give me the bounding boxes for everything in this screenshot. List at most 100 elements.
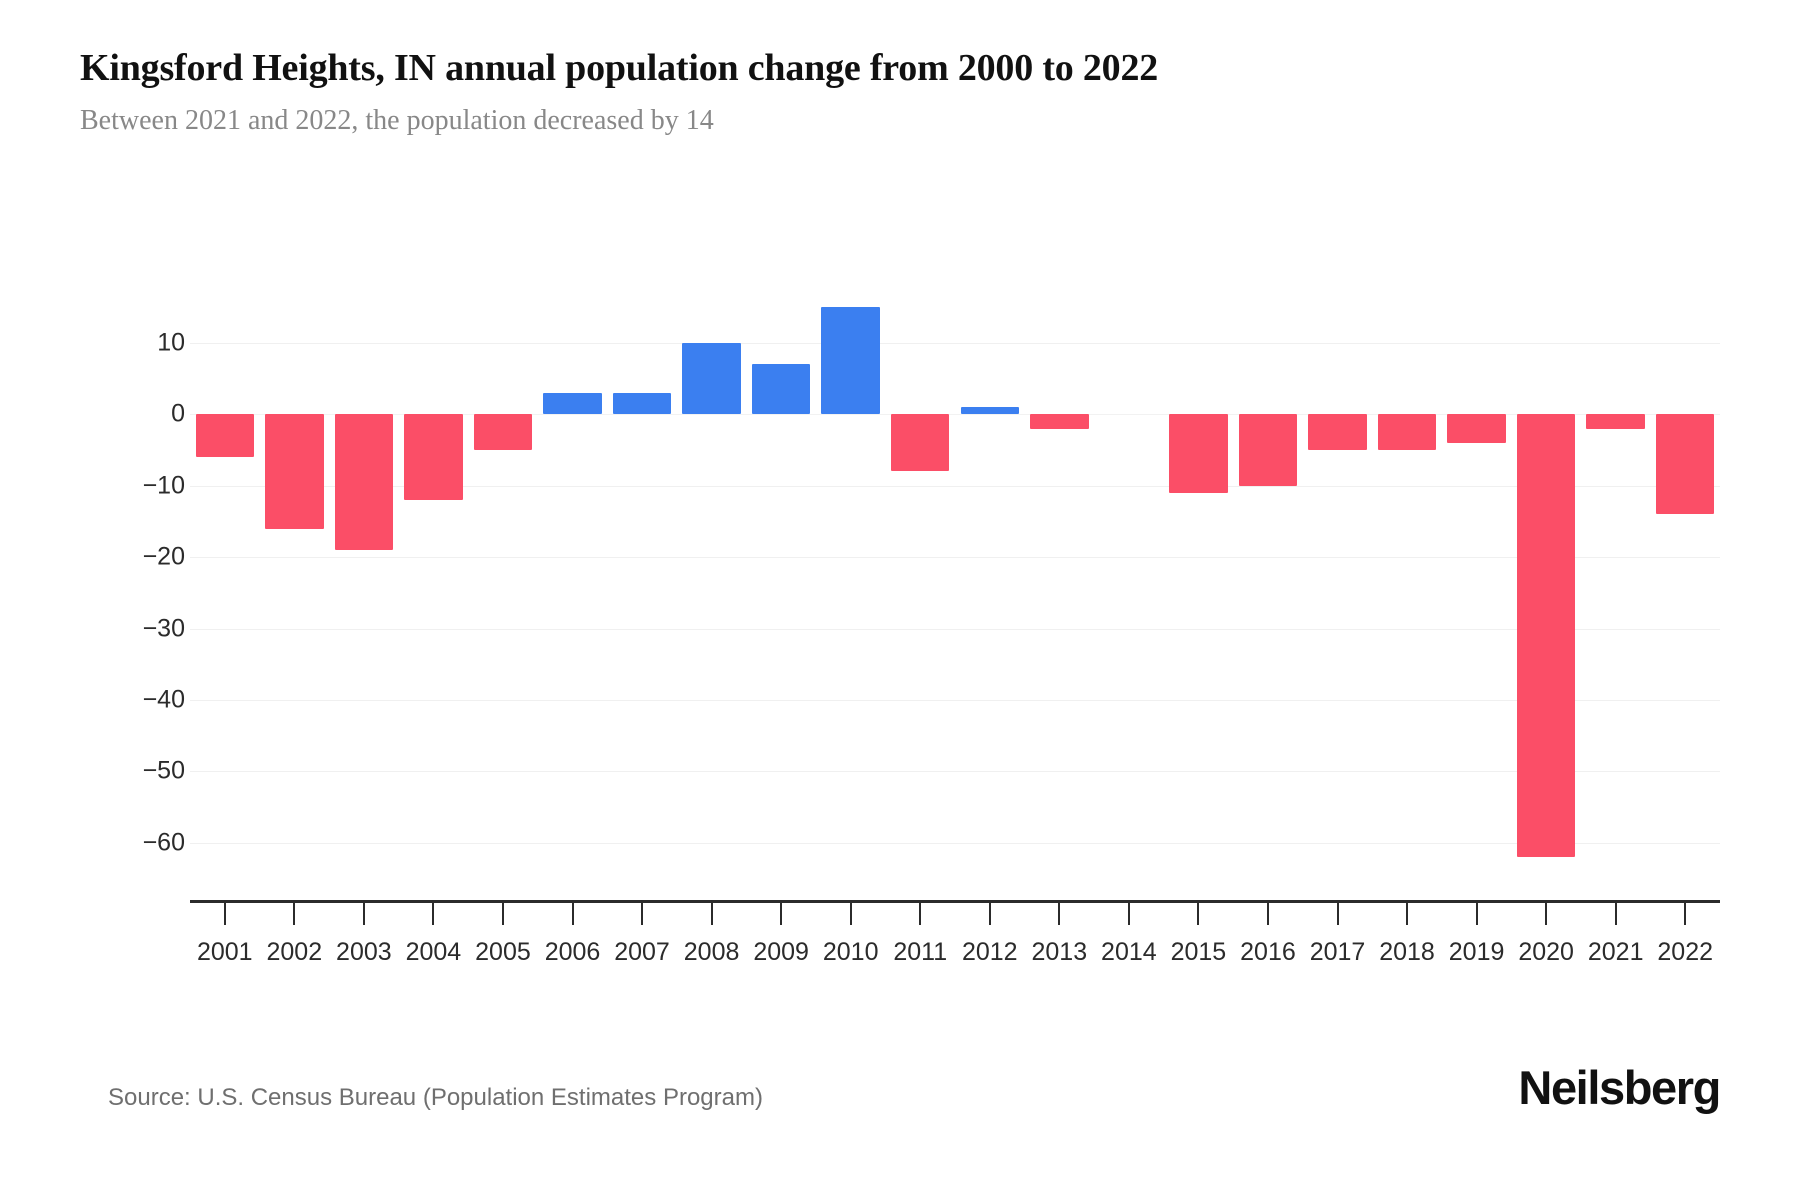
bar[interactable] <box>1656 414 1715 515</box>
page-title: Kingsford Heights, IN annual population … <box>80 47 1159 89</box>
x-axis-tick <box>919 903 922 925</box>
x-axis-tick <box>432 903 435 925</box>
bar-slot[interactable] <box>1581 300 1651 900</box>
bar[interactable] <box>265 414 324 529</box>
x-axis-tick <box>293 903 296 925</box>
x-axis-tick <box>362 903 365 925</box>
y-axis-tick-label: 0 <box>171 399 185 428</box>
x-axis-tick-label: 2015 <box>1170 938 1227 966</box>
bar-slot[interactable] <box>746 300 816 900</box>
bar-slot[interactable] <box>677 300 747 900</box>
bar[interactable] <box>960 407 1019 415</box>
x-axis-tick-label: 2020 <box>1518 938 1574 966</box>
x-axis-tick <box>1545 903 1548 925</box>
x-axis-tick <box>1058 903 1061 925</box>
x-axis-tick <box>1266 903 1269 925</box>
y-axis-tick-label: 10 <box>157 328 185 357</box>
x-axis-tick-label: 2013 <box>1031 938 1088 966</box>
bar[interactable] <box>1169 414 1228 493</box>
x-axis-tick-label: 2007 <box>614 938 670 966</box>
x-axis-tick-label: 2019 <box>1448 938 1505 966</box>
x-axis-tick-label: 2017 <box>1309 938 1366 966</box>
bar[interactable] <box>891 414 950 472</box>
y-axis-tick-label: −50 <box>142 756 185 785</box>
bar[interactable] <box>1516 414 1576 858</box>
bar[interactable] <box>1447 414 1506 443</box>
y-axis-tick-label: −10 <box>142 471 185 500</box>
bar-slot[interactable] <box>468 300 538 900</box>
bar-slot[interactable] <box>1372 300 1442 900</box>
y-axis-tick-label: −20 <box>142 542 185 571</box>
bar[interactable] <box>1308 414 1367 450</box>
y-axis-tick-label: −30 <box>142 614 185 643</box>
bar-slot[interactable] <box>190 300 260 900</box>
x-axis-tick <box>1406 903 1409 925</box>
bar[interactable] <box>334 414 394 550</box>
x-axis-tick <box>1475 903 1478 925</box>
bar[interactable] <box>682 342 741 415</box>
bar[interactable] <box>1377 414 1437 450</box>
bar[interactable] <box>821 307 880 415</box>
x-axis-tick-label: 2004 <box>405 938 462 966</box>
bar-slot[interactable] <box>885 300 955 900</box>
x-axis-line <box>190 900 1720 903</box>
x-axis-tick <box>1336 903 1339 925</box>
bar[interactable] <box>195 414 254 458</box>
chart-header: Kingsford Heights, IN annual population … <box>80 46 1720 138</box>
bar[interactable] <box>751 364 811 415</box>
x-axis-tick-label: 2001 <box>196 938 253 966</box>
x-axis-tick <box>1684 903 1687 925</box>
x-axis-tick-label: 2021 <box>1587 938 1644 966</box>
x-axis-tick-label: 2022 <box>1657 938 1714 966</box>
bar-slot[interactable] <box>1442 300 1512 900</box>
bar[interactable] <box>1238 414 1298 486</box>
brand-logo: Neilsberg <box>1518 1061 1721 1114</box>
bar-series <box>190 300 1720 900</box>
bar[interactable] <box>1030 414 1089 429</box>
plot-area <box>190 300 1720 900</box>
x-axis-tick-label: 2018 <box>1379 938 1435 966</box>
bar-slot[interactable] <box>1233 300 1303 900</box>
x-axis-tick-label: 2011 <box>893 938 948 966</box>
bar-slot[interactable] <box>1164 300 1234 900</box>
x-axis-tick-label: 2014 <box>1101 938 1157 966</box>
bar-slot[interactable] <box>955 300 1025 900</box>
x-axis-tick-label: 2002 <box>266 938 323 966</box>
x-axis-tick <box>780 903 783 925</box>
bar[interactable] <box>612 392 672 415</box>
bar-slot[interactable] <box>399 300 469 900</box>
x-axis-labels: 2001 2002 2003 2004 2005 2006 2007 2008 2009 2010… <box>190 938 1720 978</box>
bar[interactable] <box>543 392 602 415</box>
y-axis-labels: 10 0 −10 −20 −30 −40 −50 −60 <box>95 300 185 900</box>
chart-subtitle: Between 2021 and 2022, the population de… <box>80 105 714 136</box>
bar[interactable] <box>473 414 533 450</box>
x-axis-tick <box>571 903 574 925</box>
y-axis-tick-label: −60 <box>142 828 185 857</box>
x-axis-tick <box>849 903 852 925</box>
bar-slot[interactable] <box>607 300 677 900</box>
x-axis-tick-label: 2006 <box>544 938 601 966</box>
x-axis-tick-label: 2010 <box>822 938 879 966</box>
bar-slot[interactable] <box>260 300 330 900</box>
bar-slot[interactable] <box>1511 300 1581 900</box>
bar-slot[interactable] <box>1650 300 1720 900</box>
bar-slot[interactable] <box>538 300 608 900</box>
bar[interactable] <box>404 414 463 500</box>
x-axis-tick <box>641 903 644 925</box>
x-axis-tick-label: 2016 <box>1240 938 1296 966</box>
x-axis-tick-label: 2005 <box>475 938 531 966</box>
bar-slot[interactable] <box>1094 300 1164 900</box>
x-axis-tick <box>1127 903 1130 925</box>
x-axis-tick-label: 2009 <box>753 938 809 966</box>
bar-slot[interactable] <box>329 300 399 900</box>
bar-slot[interactable] <box>816 300 886 900</box>
bar-slot[interactable] <box>1303 300 1373 900</box>
x-axis-tick <box>710 903 713 925</box>
x-axis-tick-label: 2003 <box>336 938 392 966</box>
x-axis-tick-label: 2012 <box>961 938 1018 966</box>
bar-slot[interactable] <box>1025 300 1095 900</box>
source-note: Source: U.S. Census Bureau (Population E… <box>108 1084 763 1111</box>
bar[interactable] <box>1586 414 1645 429</box>
